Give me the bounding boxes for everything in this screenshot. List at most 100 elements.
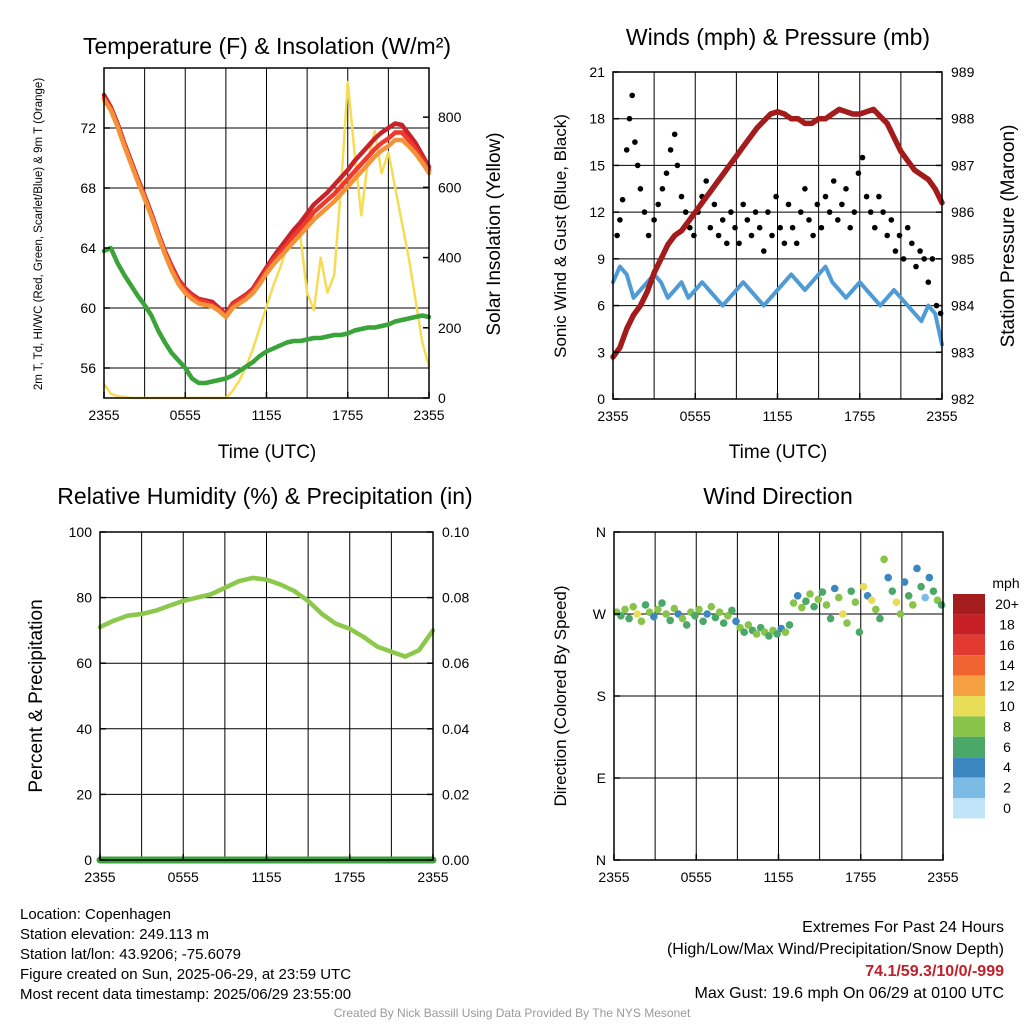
gust-point <box>752 209 759 215</box>
gust-point <box>777 224 783 231</box>
gust-point <box>736 240 742 247</box>
temperature-x-label: Time (UTC) <box>218 442 317 463</box>
y-tick-label: 0.00 <box>442 852 469 868</box>
direction-point <box>740 628 748 636</box>
direction-point <box>670 604 679 613</box>
y-tick-label: 0.06 <box>442 655 469 671</box>
gust-point <box>896 232 903 239</box>
temperature-y-label: 2m T, Td, HI/WC (Red, Green, Scarlet/Blu… <box>33 78 45 390</box>
direction-point <box>802 597 810 605</box>
direction-point <box>773 630 781 638</box>
x-tick-label: 2355 <box>597 408 628 424</box>
x-tick-label: 1755 <box>334 869 365 885</box>
gust-point <box>814 201 821 208</box>
gust-point <box>765 209 771 215</box>
x-tick-label: 2355 <box>417 869 448 885</box>
wind-direction-grid <box>614 532 943 860</box>
direction-point <box>876 614 884 623</box>
legend-label: 20+ <box>995 596 1019 612</box>
direction-point <box>781 628 790 636</box>
max-gust: Max Gust: 19.6 mph On 06/29 at 0100 UTC <box>694 985 1005 1002</box>
temperature-grid <box>104 68 429 398</box>
direction-point <box>892 598 901 606</box>
x-tick-label: 1155 <box>251 869 281 885</box>
y-tick-label: N <box>596 852 606 868</box>
y-tick-label: 40 <box>76 721 92 737</box>
gust-point <box>651 217 657 223</box>
temperature-panel: Temperature (F) & Insolation (W/m²) 56 60… <box>33 33 505 463</box>
direction-point <box>917 582 925 591</box>
x-tick-label: 2355 <box>927 869 958 885</box>
wind-y-ticks: 0 3 6 9 12 15 18 21 <box>589 64 619 407</box>
gust-point <box>715 232 722 239</box>
gust-point <box>641 209 648 215</box>
direction-point <box>765 632 773 640</box>
station-info: Location: Copenhagen Station elevation: … <box>20 905 351 1005</box>
credit-line: Created By Nick Bassill Using Data Provi… <box>333 1006 691 1020</box>
direction-point <box>806 590 814 598</box>
legend-swatch <box>953 757 985 778</box>
y-tick-label: 60 <box>80 300 96 316</box>
y-tick-label: 987 <box>951 157 975 173</box>
direction-point <box>650 612 658 621</box>
direction-point <box>633 610 642 618</box>
direction-point <box>814 595 823 604</box>
y-tick-label: 0.02 <box>442 786 469 802</box>
gust-point <box>659 186 666 192</box>
y-tick-label: 18 <box>589 111 605 127</box>
x-tick-label: 0555 <box>680 408 711 424</box>
legend-label: 4 <box>1003 759 1011 775</box>
wind-title: Winds (mph) & Pressure (mb) <box>626 24 930 50</box>
direction-point <box>715 608 724 616</box>
direction-point <box>867 596 876 605</box>
direction-point <box>621 605 629 614</box>
y-tick-label: 0.10 <box>442 524 469 540</box>
direction-point <box>830 584 839 593</box>
gust-point <box>687 224 693 231</box>
legend-label: 8 <box>1003 718 1011 734</box>
direction-point <box>810 602 818 611</box>
x-tick-label: 1755 <box>332 407 363 423</box>
y-tick-label: 984 <box>951 298 975 314</box>
y-tick-label: 9 <box>597 251 605 267</box>
legend-swatch <box>953 594 985 615</box>
y-tick-label: W <box>593 606 607 622</box>
legend-swatch <box>953 614 985 635</box>
direction-point <box>728 606 736 615</box>
station-elevation: Station elevation: 249.113 m <box>20 926 210 943</box>
direction-point <box>909 601 917 609</box>
temperature-y-ticks: 56 60 64 68 72 <box>80 120 110 376</box>
y-tick-label: 0 <box>597 391 605 407</box>
legend-label: 14 <box>999 657 1015 673</box>
direction-point <box>678 614 687 623</box>
gust-point <box>711 201 718 208</box>
y-tick-label: 400 <box>438 250 462 266</box>
direction-point <box>682 621 691 629</box>
gust-point <box>748 232 755 239</box>
gust-point <box>769 232 775 239</box>
humidity-title: Relative Humidity (%) & Precipitation (i… <box>57 483 472 509</box>
legend-label: 18 <box>999 616 1015 632</box>
direction-point <box>637 617 646 626</box>
direction-point <box>785 621 794 629</box>
gust-point <box>830 178 837 184</box>
y-tick-label: 989 <box>951 64 975 80</box>
x-tick-label: 0555 <box>168 869 199 885</box>
legend-label: 10 <box>999 698 1015 714</box>
gust-point <box>663 170 670 176</box>
y-tick-label: 800 <box>438 109 462 125</box>
direction-point <box>888 587 897 595</box>
station-latlon: Station lat/lon: 43.9206; -75.6079 <box>20 946 242 963</box>
gust-point <box>904 224 911 231</box>
y-tick-label: S <box>597 688 606 704</box>
y-tick-label: 983 <box>951 344 975 360</box>
legend-swatch <box>953 798 985 819</box>
direction-point <box>847 587 855 595</box>
gust-point <box>773 193 779 200</box>
direction-point <box>872 605 880 614</box>
gust-point <box>719 217 726 223</box>
station-location: Location: Copenhagen <box>20 906 171 923</box>
gust-point <box>678 193 685 200</box>
x-tick-label: 1155 <box>762 408 792 424</box>
y-tick-label: 200 <box>438 320 462 336</box>
